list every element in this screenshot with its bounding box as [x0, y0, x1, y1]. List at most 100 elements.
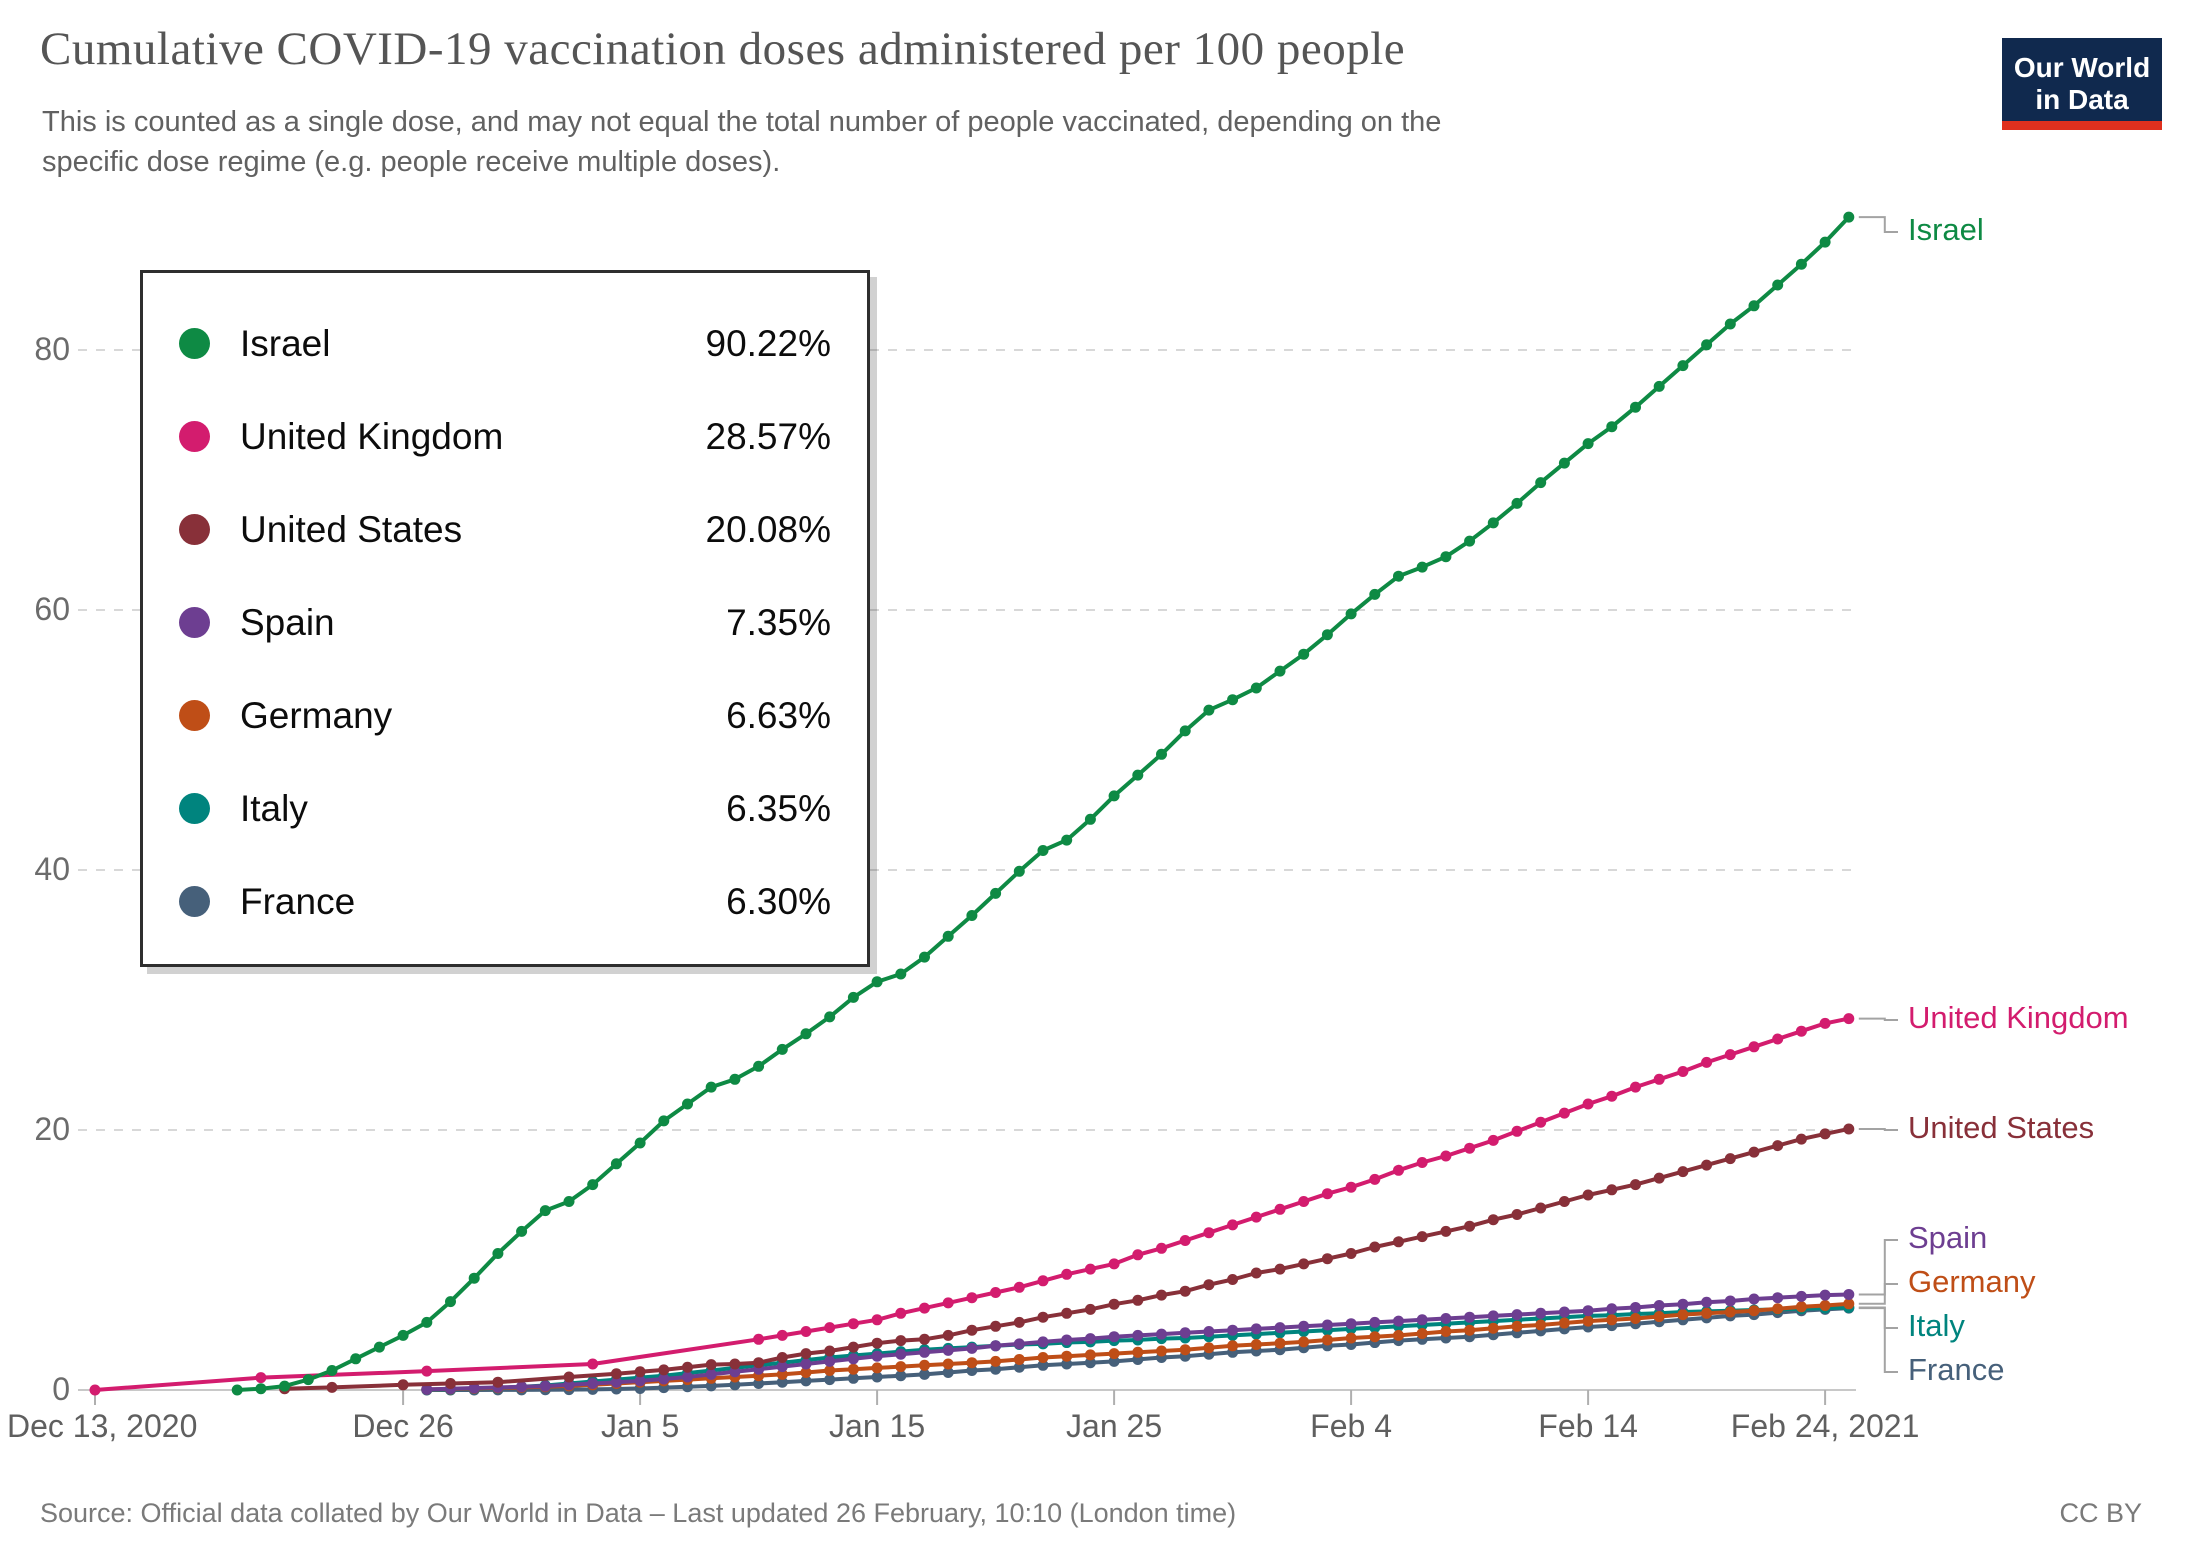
data-point	[776, 1043, 788, 1055]
y-axis-label-20: 20	[34, 1111, 70, 1147]
data-point	[421, 1316, 433, 1328]
data-point	[492, 1376, 504, 1388]
data-point	[1393, 570, 1404, 582]
data-point	[1179, 1327, 1191, 1339]
data-point	[1843, 1123, 1855, 1135]
legend-swatch-spain	[179, 607, 210, 638]
owid-logo-line1: Our World	[2013, 52, 2151, 83]
data-point	[1535, 1116, 1547, 1128]
data-point	[1795, 1290, 1807, 1302]
data-point	[729, 1073, 741, 1085]
data-point	[990, 1287, 1002, 1298]
data-point	[1013, 1281, 1025, 1293]
data-point	[1156, 748, 1167, 760]
data-point	[776, 1329, 788, 1341]
data-point	[919, 1359, 930, 1371]
data-point	[658, 1115, 670, 1127]
data-point	[516, 1381, 528, 1393]
chart-subtitle-line2: specific dose regime (e.g. people receiv…	[42, 146, 781, 178]
data-point	[1298, 1320, 1310, 1332]
data-point	[1772, 1303, 1784, 1315]
data-point	[753, 1333, 765, 1345]
data-point	[1582, 1305, 1594, 1317]
data-point	[919, 1302, 930, 1314]
cc-by-link[interactable]: CC BY	[2059, 1498, 2142, 1528]
legend-row-united-states: United States 20.08%	[179, 483, 831, 576]
data-point	[1108, 1258, 1120, 1270]
data-point	[1132, 1346, 1144, 1358]
data-point	[1203, 1342, 1215, 1354]
legend-value-spain: 7.35%	[726, 601, 831, 643]
data-point	[1061, 834, 1073, 846]
x-axis-label-dec-26: Dec 26	[352, 1408, 454, 1444]
x-axis-label-feb-24,-2021: Feb 24, 2021	[1730, 1408, 1920, 1444]
data-point	[563, 1379, 575, 1391]
owid-logo: Our World in Data	[2002, 38, 2162, 130]
data-point	[1321, 1253, 1333, 1265]
data-point	[1653, 1300, 1665, 1311]
data-point	[1582, 438, 1594, 450]
data-point	[1156, 1242, 1167, 1254]
data-point	[1535, 477, 1547, 489]
data-point	[1487, 1214, 1499, 1226]
data-point	[587, 1358, 599, 1370]
data-point	[1748, 300, 1760, 312]
data-point	[1108, 1355, 1120, 1367]
data-point	[800, 1358, 812, 1370]
page-title: Cumulative COVID-19 vaccination doses ad…	[40, 23, 1406, 75]
data-point	[1037, 1275, 1049, 1287]
data-point	[1250, 1211, 1262, 1223]
legend-name-united-states: United States	[240, 508, 463, 550]
legend-value-israel: 90.22%	[705, 322, 832, 364]
data-point	[1345, 1181, 1357, 1193]
end-label-united-kingdom: United Kingdom	[1908, 1000, 2129, 1035]
data-point	[610, 1158, 622, 1170]
data-point	[753, 1357, 765, 1369]
data-point	[1369, 1173, 1381, 1185]
data-point	[1132, 1294, 1144, 1306]
data-point	[1393, 1315, 1404, 1327]
data-point	[942, 930, 954, 942]
end-label-israel: Israel	[1908, 212, 1984, 247]
series-points-spain	[421, 1288, 1855, 1395]
data-point	[753, 1378, 765, 1389]
legend-value-united-states: 20.08%	[705, 508, 832, 550]
data-point	[847, 991, 859, 1003]
data-point	[1250, 682, 1262, 694]
data-point	[942, 1297, 954, 1309]
data-point	[942, 1366, 954, 1378]
data-point	[1724, 1049, 1736, 1061]
data-point	[587, 1378, 599, 1389]
data-point	[1724, 1295, 1736, 1307]
data-point	[1084, 1303, 1096, 1315]
data-point	[871, 1371, 883, 1383]
data-point	[1606, 1303, 1618, 1315]
data-point	[1321, 1319, 1333, 1331]
data-point	[1795, 258, 1807, 270]
data-point	[776, 1368, 788, 1380]
data-point	[1440, 1150, 1452, 1162]
data-point	[1440, 1313, 1452, 1324]
data-point	[1156, 1328, 1167, 1340]
data-point	[942, 1358, 954, 1370]
legend-name-united-kingdom: United Kingdom	[240, 415, 504, 457]
legend-swatch-united-kingdom	[179, 421, 210, 452]
owid-logo-stripe	[2002, 121, 2162, 130]
data-point	[1037, 1311, 1049, 1323]
legend-swatch-france	[179, 886, 210, 917]
data-point	[1416, 1157, 1428, 1168]
chart-subtitle: This is counted as a single dose, and ma…	[42, 102, 1862, 182]
data-point	[468, 1272, 480, 1284]
end-label-united-states: United States	[1908, 1110, 2095, 1145]
x-axis-label-dec-13,-2020: Dec 13, 2020	[7, 1408, 198, 1444]
data-point	[1298, 1258, 1310, 1270]
x-axis-label-jan-25: Jan 25	[1066, 1408, 1163, 1444]
data-point	[1772, 279, 1784, 291]
leader-italy	[1858, 1306, 1898, 1329]
data-point	[1772, 1292, 1784, 1304]
data-point	[895, 1370, 907, 1382]
data-point	[1274, 1203, 1286, 1215]
data-point	[919, 1346, 930, 1358]
data-point	[1630, 1179, 1641, 1191]
